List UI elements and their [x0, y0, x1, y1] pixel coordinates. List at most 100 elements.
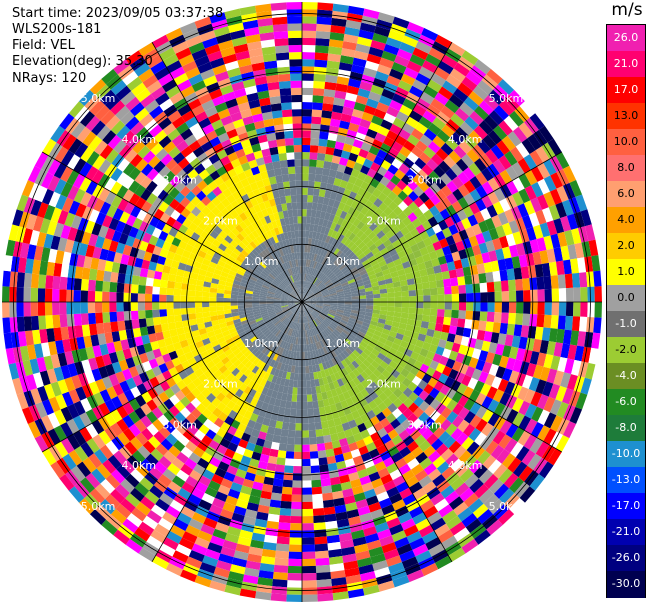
velocity-gate — [451, 293, 460, 302]
velocity-gate — [335, 337, 343, 345]
velocity-gate — [509, 110, 525, 127]
velocity-gate — [343, 166, 354, 176]
velocity-gate — [305, 281, 309, 289]
velocity-gate — [336, 217, 345, 226]
velocity-gate — [81, 267, 91, 280]
velocity-gate — [251, 451, 262, 461]
velocity-gate — [348, 281, 357, 287]
velocity-gate — [313, 357, 319, 365]
velocity-gate — [463, 96, 479, 111]
velocity-gate — [88, 312, 96, 325]
velocity-gate — [23, 272, 33, 288]
velocity-gate — [233, 505, 247, 516]
velocity-gate — [302, 130, 311, 138]
velocity-gate — [363, 435, 374, 446]
velocity-gate — [375, 411, 386, 422]
velocity-gate — [307, 274, 311, 282]
velocity-gate — [527, 134, 542, 151]
velocity-gate — [411, 446, 424, 459]
velocity-gate — [388, 30, 405, 42]
velocity-gate — [357, 354, 366, 363]
velocity-gate — [173, 518, 189, 532]
velocity-gate — [363, 104, 377, 116]
velocity-gate — [400, 226, 410, 236]
velocity-gate — [337, 393, 346, 403]
velocity-gate — [392, 316, 401, 323]
velocity-gate — [485, 440, 499, 455]
velocity-gate — [2, 317, 11, 334]
velocity-gate — [303, 266, 306, 274]
velocity-gate — [239, 391, 249, 401]
velocity-gate — [311, 486, 323, 495]
velocity-gate — [342, 143, 353, 153]
velocity-gate — [522, 313, 531, 326]
velocity-gate — [471, 319, 480, 330]
velocity-gate — [340, 399, 349, 409]
velocity-gate — [330, 349, 338, 358]
velocity-gate — [73, 278, 82, 291]
velocity-gate — [335, 286, 343, 291]
velocity-gate — [310, 343, 315, 351]
velocity-gate — [488, 227, 500, 241]
velocity-gate — [305, 259, 309, 267]
velocity-gate — [166, 530, 183, 544]
velocity-gate — [313, 269, 319, 277]
velocity-gate — [340, 444, 351, 454]
velocity-gate — [245, 442, 256, 452]
velocity-gate — [260, 424, 269, 434]
velocity-gate — [395, 332, 404, 341]
velocity-gate — [455, 240, 466, 252]
velocity-gate — [302, 302, 308, 308]
velocity-gate — [202, 469, 215, 481]
velocity-gate — [361, 337, 371, 345]
velocity-gate — [336, 307, 345, 311]
velocity-gate — [302, 280, 305, 288]
velocity-gate — [512, 461, 528, 478]
velocity-gate — [353, 492, 367, 503]
velocity-gate — [434, 555, 452, 570]
velocity-gate — [249, 412, 259, 423]
velocity-gate — [458, 249, 468, 260]
velocity-gate — [399, 146, 412, 158]
velocity-gate — [302, 23, 317, 31]
velocity-gate — [445, 515, 462, 530]
velocity-gate — [304, 315, 308, 323]
velocity-gate — [337, 225, 345, 234]
velocity-gate — [351, 64, 365, 75]
velocity-gate — [363, 67, 378, 78]
velocity-gate — [491, 214, 503, 228]
velocity-gate — [423, 383, 434, 395]
velocity-gate — [338, 532, 353, 542]
velocity-gate — [356, 557, 373, 568]
velocity-gate — [335, 208, 343, 218]
velocity-gate — [294, 315, 298, 323]
velocity-gate — [338, 437, 349, 447]
velocity-gate — [372, 560, 389, 572]
velocity-gate — [198, 475, 212, 487]
velocity-gate — [365, 465, 378, 476]
velocity-gate — [564, 229, 575, 246]
velocity-gate — [321, 289, 329, 294]
velocity-gate — [334, 504, 347, 514]
velocity-gate — [483, 94, 499, 111]
velocity-gate — [308, 343, 313, 352]
velocity-gate — [408, 290, 417, 297]
velocity-gate — [387, 292, 395, 298]
velocity-gate — [407, 179, 419, 191]
velocity-gate — [543, 235, 554, 251]
velocity-gate — [302, 109, 313, 117]
velocity-gate — [325, 67, 339, 77]
velocity-gate — [322, 308, 330, 313]
velocity-gate — [324, 513, 337, 523]
velocity-gate — [483, 115, 499, 130]
velocity-gate — [9, 302, 17, 318]
velocity-gate — [302, 302, 308, 308]
velocity-gate — [501, 135, 516, 151]
velocity-gate — [326, 284, 334, 290]
velocity-gate — [502, 368, 513, 382]
velocity-gate — [394, 169, 406, 180]
velocity-gate — [471, 244, 482, 256]
velocity-gate — [316, 299, 324, 302]
velocity-gate — [222, 539, 238, 551]
velocity-gate — [431, 370, 443, 381]
